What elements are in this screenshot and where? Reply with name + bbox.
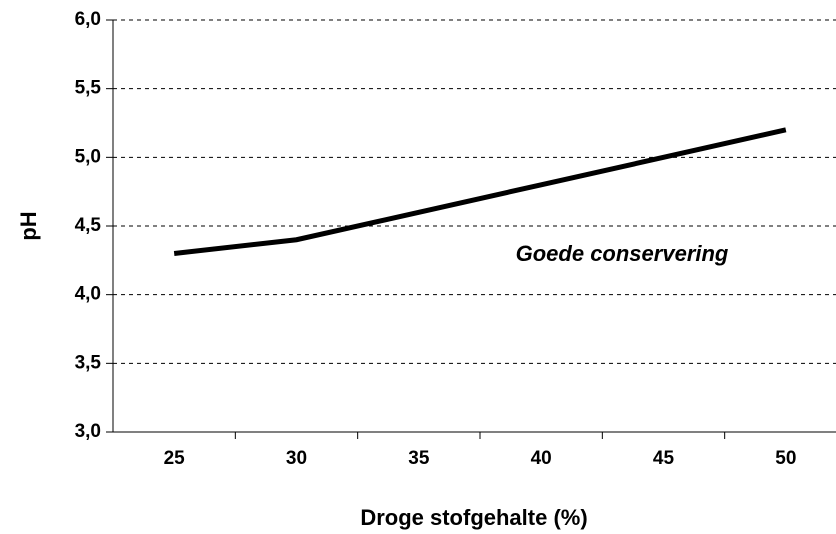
y-axis-label: pH <box>16 211 41 240</box>
y-tick-label: 5,5 <box>75 78 102 99</box>
x-tick-label: 35 <box>408 448 430 469</box>
x-tick-label: 30 <box>286 448 307 469</box>
x-tick-label: 45 <box>653 448 675 469</box>
x-tick-label: 50 <box>775 448 796 469</box>
data-line <box>173 127 787 256</box>
x-axis-label: Droge stofgehalte (%) <box>360 505 587 530</box>
y-tick-label: 6,0 <box>75 9 101 30</box>
y-tick-label: 4,0 <box>75 284 101 305</box>
y-tick-label: 5,0 <box>75 146 101 167</box>
y-tick-label: 3,0 <box>75 421 101 442</box>
x-tick-label: 40 <box>531 448 552 469</box>
x-tick-label: 25 <box>164 448 186 469</box>
annotation: Goede conservering <box>516 241 729 266</box>
y-tick-label: 4,5 <box>75 215 102 236</box>
y-tick-label: 3,5 <box>75 352 102 373</box>
